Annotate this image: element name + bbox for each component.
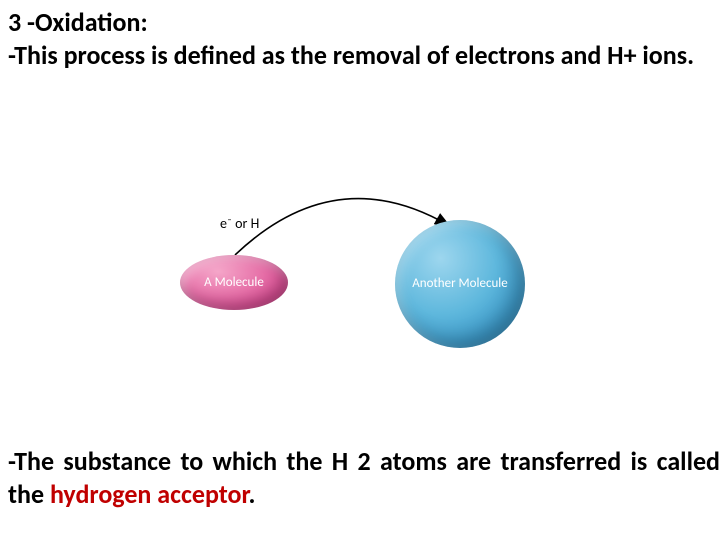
- transfer-label: e⁻ or H: [220, 215, 259, 232]
- heading-block: 3 -Oxidation: -This process is defined a…: [8, 6, 712, 71]
- molecule-a-label: A Molecule: [204, 275, 264, 290]
- oxidation-diagram: e⁻ or H A Molecule Another Molecule: [160, 145, 560, 365]
- heading-line1: -This process is defined as the removal …: [8, 39, 712, 72]
- molecule-a: A Molecule: [180, 255, 288, 310]
- footer-highlight: hydrogen acceptor: [50, 478, 249, 510]
- heading-title: 3 -Oxidation:: [8, 6, 712, 39]
- molecule-b-label: Another Molecule: [412, 276, 508, 292]
- molecule-b: Another Molecule: [395, 220, 525, 348]
- footer-block: -The substance to which the H 2 atoms ar…: [8, 445, 720, 510]
- footer-suffix: .: [249, 478, 256, 510]
